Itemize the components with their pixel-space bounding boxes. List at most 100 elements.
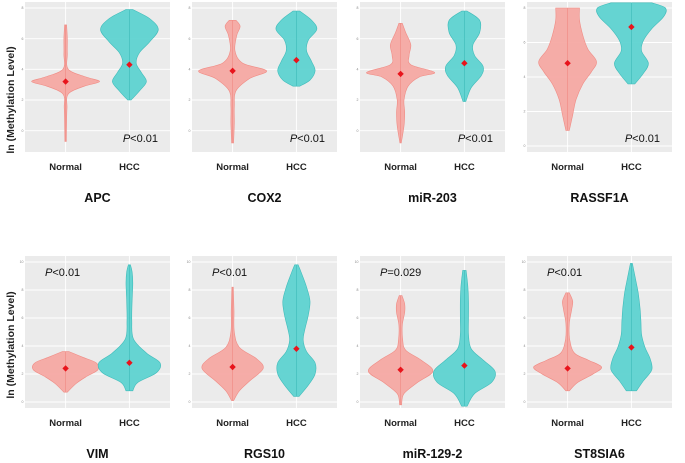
y-tick-label: 10 bbox=[355, 260, 359, 264]
y-tick-label: 6 bbox=[524, 41, 526, 45]
y-tick-label: 2 bbox=[357, 372, 359, 376]
median-marker-hcc bbox=[126, 359, 133, 366]
gene-name: APC bbox=[84, 191, 110, 205]
p-value-text: <0.01 bbox=[219, 267, 247, 279]
category-label-normal: Normal bbox=[216, 418, 249, 429]
panel-background bbox=[25, 256, 170, 408]
y-tick-label: 2 bbox=[524, 110, 526, 114]
y-tick-label: 6 bbox=[22, 37, 24, 41]
p-value-text: <0.01 bbox=[554, 267, 582, 279]
p-value-label: P<0.01 bbox=[45, 267, 80, 279]
median-marker-normal bbox=[397, 366, 404, 373]
median-marker-hcc bbox=[126, 61, 133, 68]
panel-cox2: 0 2 4 6 8 Normal HCC COX2 P<0.01 bbox=[189, 2, 337, 205]
category-label-normal: Normal bbox=[49, 162, 82, 173]
category-label-normal: Normal bbox=[384, 162, 417, 173]
median-marker-hcc bbox=[628, 23, 635, 31]
y-tick-label: 8 bbox=[189, 288, 191, 292]
category-label-hcc: HCC bbox=[621, 162, 642, 173]
median-marker-hcc bbox=[461, 362, 468, 369]
p-value-label: P<0.01 bbox=[123, 133, 158, 145]
gene-name: RASSF1A bbox=[570, 191, 628, 205]
p-value-label: P<0.01 bbox=[625, 133, 660, 145]
median-marker-normal bbox=[564, 60, 571, 67]
panel-mir-203: 0 2 4 6 8 Normal HCC miR-203 P<0.01 bbox=[357, 2, 505, 205]
y-tick-label: 4 bbox=[189, 68, 191, 72]
y-tick-label: 2 bbox=[22, 372, 24, 376]
category-label-hcc: HCC bbox=[454, 162, 475, 173]
category-label-normal: Normal bbox=[216, 162, 249, 173]
category-label-normal: Normal bbox=[384, 418, 417, 429]
category-label-hcc: HCC bbox=[119, 418, 140, 429]
p-value-label: P<0.01 bbox=[547, 267, 582, 279]
median-marker-normal bbox=[62, 365, 69, 372]
y-tick-label: 4 bbox=[357, 68, 359, 72]
y-tick-label: 6 bbox=[189, 316, 191, 320]
y-tick-label: 4 bbox=[189, 344, 191, 348]
median-marker-normal bbox=[229, 363, 236, 371]
y-tick-label: 8 bbox=[22, 6, 24, 10]
y-tick-label: 6 bbox=[22, 316, 24, 320]
p-value-text: <0.01 bbox=[130, 133, 158, 145]
y-tick-label: 8 bbox=[357, 6, 359, 10]
gene-name: miR-129-2 bbox=[403, 447, 463, 461]
y-tick-label: 8 bbox=[524, 288, 526, 292]
p-value-text: =0.029 bbox=[387, 267, 421, 279]
p-value-text: <0.01 bbox=[52, 267, 80, 279]
panel-background bbox=[527, 256, 672, 408]
p-symbol: P bbox=[380, 267, 388, 279]
y-tick-label: 2 bbox=[189, 98, 191, 102]
median-marker-normal bbox=[62, 78, 69, 85]
p-value-text: <0.01 bbox=[465, 133, 493, 145]
y-tick-label: 10 bbox=[187, 260, 191, 264]
p-value-label: P<0.01 bbox=[212, 267, 247, 279]
category-label-normal: Normal bbox=[551, 162, 584, 173]
y-axis-label-top: ln (Methylation Level) bbox=[5, 46, 17, 153]
y-tick-label: 2 bbox=[524, 372, 526, 376]
y-tick-label: 6 bbox=[357, 316, 359, 320]
category-label-hcc: HCC bbox=[286, 418, 307, 429]
p-symbol: P bbox=[212, 267, 220, 279]
y-tick-label: 6 bbox=[189, 37, 191, 41]
p-symbol: P bbox=[123, 133, 131, 145]
y-tick-label: 0 bbox=[357, 400, 359, 404]
median-marker-normal bbox=[397, 70, 404, 78]
y-tick-label: 8 bbox=[357, 288, 359, 292]
y-tick-label: 6 bbox=[524, 316, 526, 320]
p-symbol: P bbox=[45, 267, 53, 279]
y-tick-label: 10 bbox=[522, 260, 526, 264]
panel-vim: 0 2 4 6 8 10 Normal HCC VIM P<0.01 bbox=[20, 256, 170, 461]
panel-apc: 0 2 4 6 8 Normal HCC APC P<0.01 bbox=[22, 2, 170, 205]
y-tick-label: 2 bbox=[189, 372, 191, 376]
median-marker-hcc bbox=[293, 345, 300, 352]
y-tick-label: 0 bbox=[524, 400, 526, 404]
category-label-normal: Normal bbox=[551, 418, 584, 429]
median-marker-normal bbox=[564, 365, 571, 372]
gene-name: miR-203 bbox=[408, 191, 457, 205]
panel-rassf1a: 0 2 4 6 8 Normal HCC RASSF1A P<0.01 bbox=[524, 2, 672, 205]
y-tick-label: 0 bbox=[357, 129, 359, 133]
y-tick-label: 8 bbox=[524, 6, 526, 10]
category-label-hcc: HCC bbox=[454, 418, 475, 429]
y-tick-label: 10 bbox=[20, 260, 24, 264]
p-value-text: <0.01 bbox=[632, 133, 660, 145]
category-label-hcc: HCC bbox=[621, 418, 642, 429]
median-marker-hcc bbox=[628, 344, 635, 351]
panel-rgs10: 0 2 4 6 8 10 Normal HCC RGS10 P<0.01 bbox=[187, 256, 337, 461]
p-symbol: P bbox=[458, 133, 466, 145]
p-symbol: P bbox=[290, 133, 298, 145]
y-tick-label: 0 bbox=[22, 400, 24, 404]
y-tick-label: 4 bbox=[524, 75, 526, 79]
p-value-label: P=0.029 bbox=[380, 267, 421, 279]
y-tick-label: 0 bbox=[189, 129, 191, 133]
category-label-hcc: HCC bbox=[286, 162, 307, 173]
panel-st8sia6: 0 2 4 6 8 10 Normal HCC ST8SIA6 P<0.01 bbox=[522, 256, 672, 461]
median-marker-normal bbox=[229, 67, 236, 75]
y-tick-label: 0 bbox=[524, 144, 526, 148]
gene-name: RGS10 bbox=[244, 447, 285, 461]
y-tick-label: 4 bbox=[22, 344, 24, 348]
median-marker-hcc bbox=[293, 56, 300, 64]
gene-name: COX2 bbox=[247, 191, 281, 205]
